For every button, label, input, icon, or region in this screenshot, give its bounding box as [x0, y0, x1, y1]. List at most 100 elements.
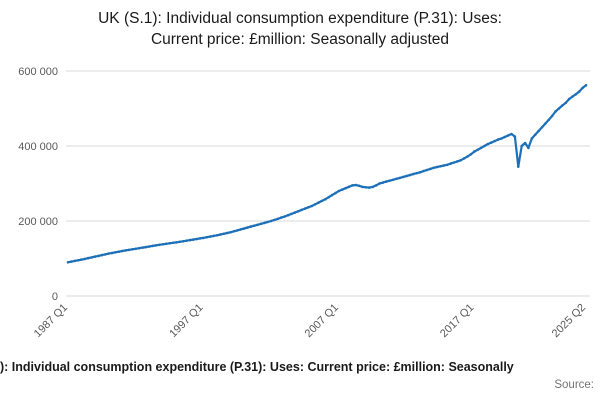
- data-point: [188, 238, 192, 242]
- data-point: [131, 248, 134, 251]
- data-point: [232, 230, 236, 233]
- data-point: [286, 213, 290, 217]
- data-point: [83, 257, 87, 261]
- data-point: [114, 251, 117, 254]
- data-point: [300, 208, 303, 212]
- x-axis-label: 1997 Q1: [167, 302, 205, 340]
- data-point: [334, 191, 337, 195]
- data-point: [181, 240, 185, 243]
- data-point: [374, 184, 378, 187]
- data-point: [225, 231, 229, 235]
- data-point: [540, 126, 544, 129]
- data-point: [523, 141, 527, 145]
- data-point: [273, 218, 276, 222]
- data-point: [229, 231, 232, 234]
- data-point: [554, 110, 557, 113]
- data-point: [215, 234, 219, 237]
- data-point: [357, 184, 361, 188]
- data-point: [489, 141, 493, 144]
- data-point: [527, 146, 530, 150]
- data-point: [412, 172, 415, 176]
- data-point: [381, 181, 385, 184]
- data-point: [222, 232, 225, 236]
- data-point: [97, 254, 100, 258]
- data-point: [107, 252, 110, 255]
- data-point: [398, 176, 402, 180]
- data-point: [354, 183, 358, 187]
- data-point: [117, 250, 121, 253]
- data-point: [564, 101, 567, 105]
- data-point: [212, 234, 215, 238]
- data-point: [87, 256, 90, 260]
- data-point: [137, 246, 141, 250]
- data-point: [296, 210, 300, 213]
- data-point: [120, 249, 124, 253]
- data-point: [371, 185, 375, 189]
- data-point: [293, 211, 297, 214]
- data-point: [66, 261, 70, 264]
- data-point: [290, 212, 293, 216]
- data-point: [303, 207, 307, 210]
- data-point: [466, 155, 469, 158]
- data-point: [415, 171, 419, 175]
- data-point: [239, 228, 242, 231]
- data-point: [259, 222, 263, 226]
- data-point: [571, 95, 574, 98]
- data-point: [503, 135, 507, 139]
- data-point: [80, 258, 83, 261]
- data-point: [533, 133, 537, 137]
- data-point: [517, 165, 520, 168]
- data-point: [168, 242, 171, 245]
- data-point: [429, 167, 432, 171]
- data-point: [459, 159, 463, 162]
- data-point: [242, 227, 246, 230]
- y-axis-label: 0: [52, 291, 58, 303]
- data-point: [185, 239, 188, 242]
- data-point: [313, 203, 317, 206]
- data-point: [368, 186, 371, 189]
- data-point: [283, 215, 287, 218]
- data-point: [236, 229, 239, 232]
- data-point: [442, 164, 446, 167]
- data-point: [493, 139, 496, 143]
- data-point: [310, 204, 314, 208]
- y-axis-label: 600 000: [18, 66, 58, 78]
- data-point: [252, 224, 256, 227]
- data-point: [425, 168, 429, 172]
- data-point: [246, 226, 249, 229]
- data-point: [192, 238, 195, 241]
- data-point: [263, 221, 266, 225]
- data-point: [178, 240, 181, 244]
- data-point: [158, 243, 161, 247]
- x-axis-label: 2017 Q1: [438, 302, 476, 340]
- data-point: [479, 146, 483, 150]
- data-point: [219, 233, 222, 236]
- x-axis-label: 2025 Q2: [550, 302, 588, 340]
- data-point: [506, 134, 510, 137]
- data-point: [347, 185, 351, 189]
- data-point: [134, 247, 137, 251]
- data-point: [340, 188, 344, 191]
- source-label: Source:: [554, 379, 594, 391]
- data-point: [208, 235, 212, 238]
- data-point: [391, 178, 395, 182]
- data-point: [266, 220, 270, 224]
- data-point: [462, 157, 466, 160]
- data-point: [164, 242, 168, 246]
- data-point: [324, 198, 327, 201]
- data-point: [408, 173, 412, 177]
- data-point: [405, 174, 408, 178]
- data-point: [337, 189, 341, 193]
- data-point: [530, 137, 534, 140]
- data-point: [496, 138, 500, 141]
- data-point: [395, 177, 398, 181]
- data-point: [280, 216, 283, 219]
- data-point: [320, 199, 324, 203]
- data-point: [469, 153, 473, 156]
- data-point: [100, 253, 104, 257]
- data-point: [317, 201, 320, 204]
- data-point: [544, 122, 547, 125]
- chart-title-line2: Current price: £million: Seasonally adju…: [150, 31, 450, 48]
- data-point: [510, 132, 513, 136]
